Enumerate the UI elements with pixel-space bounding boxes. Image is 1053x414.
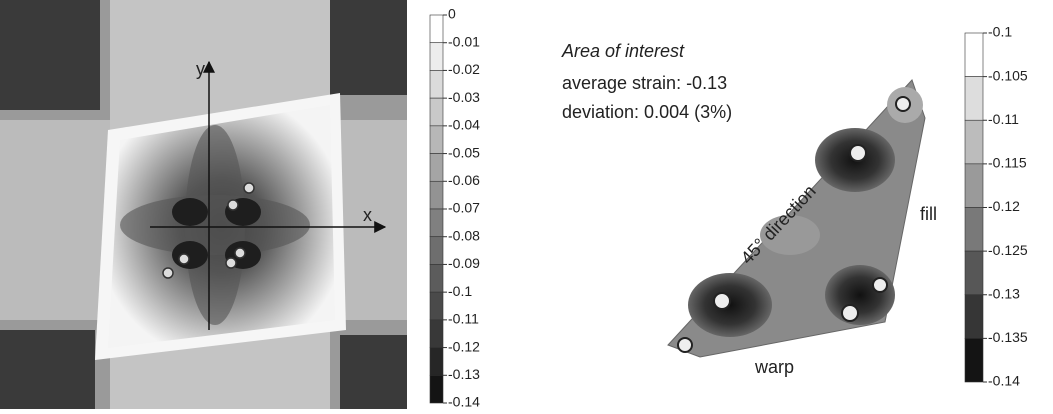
colorbar-label: -0.07	[448, 200, 480, 216]
colorbar-segment	[430, 320, 443, 348]
colorbar-label: -0.1	[448, 283, 472, 299]
deviation: deviation: 0.004 (3%)	[562, 102, 732, 122]
colorbar-segment	[430, 43, 443, 71]
colorbar-segment	[430, 98, 443, 126]
colorbar-label: -0.105	[988, 67, 1028, 83]
colorbar-segment	[430, 375, 443, 403]
colorbar-label: -0.09	[448, 255, 480, 271]
fill-label: fill	[920, 204, 937, 224]
colorbar-segment	[430, 126, 443, 154]
colorbar-segment	[430, 154, 443, 182]
warp-label: warp	[754, 357, 794, 377]
colorbar-label: -0.11	[448, 311, 479, 327]
colorbar-segment	[965, 295, 983, 339]
colorbar-label: -0.08	[448, 227, 480, 243]
colorbar-label: -0.14	[988, 373, 1020, 389]
colorbar-segment	[430, 292, 443, 320]
colorbar-segment	[430, 264, 443, 292]
colorbar-label: -0.12	[988, 198, 1020, 214]
colorbar-segment	[430, 15, 443, 43]
heading: Area of interest	[561, 41, 685, 61]
colorbar-segment	[965, 208, 983, 252]
colorbar: -0.1 -0.105 -0.11 -0.115 -0.12 -0.125 -0.13 -0.…	[965, 24, 1028, 389]
colorbar-label: -0.06	[448, 172, 480, 188]
colorbar-segment	[430, 181, 443, 209]
colorbar-label: -0.02	[448, 61, 480, 77]
right-image: 45° direction fill warp	[668, 80, 937, 377]
average-strain: average strain: -0.13	[562, 73, 727, 93]
colorbar-segment	[965, 251, 983, 295]
colorbar-label: -0.04	[448, 117, 480, 133]
colorbar-label: -0.115	[988, 155, 1027, 171]
colorbar-label: -0.01	[448, 33, 480, 49]
colorbar-label: -0.03	[448, 89, 480, 105]
axis-label: x	[363, 205, 372, 225]
colorbar-label: -0.12	[448, 338, 480, 354]
colorbar-segment	[430, 237, 443, 265]
colorbar-segment	[430, 348, 443, 376]
colorbar-label: -0.125	[988, 242, 1028, 258]
colorbar-label: -0.13	[988, 285, 1020, 301]
colorbar-label: 0	[448, 6, 456, 22]
colorbar-segment	[965, 77, 983, 121]
colorbar-segment	[965, 164, 983, 208]
colorbar: 0 -0.01 -0.02 -0.03 -0.04 -0.05 -0.06 -0.07 -0.0…	[430, 6, 480, 409]
colorbar-segment	[965, 120, 983, 164]
colorbar-label: -0.11	[988, 111, 1019, 127]
figure: y x 0 -0.01 -0.02 -0.03 -0.04 -0.05 -0.06 -0.07…	[0, 0, 1053, 409]
colorbar-segment	[430, 70, 443, 98]
colorbar-label: -0.14	[448, 394, 480, 409]
left-image: y x	[0, 0, 407, 409]
axis-label: y	[196, 59, 205, 79]
colorbar-label: -0.05	[448, 144, 480, 160]
colorbar-segment	[965, 33, 983, 77]
colorbar-label: -0.135	[988, 329, 1028, 345]
colorbar-label: -0.13	[448, 366, 480, 382]
colorbar-segment	[965, 338, 983, 382]
colorbar-segment	[430, 209, 443, 237]
colorbar-label: -0.1	[988, 24, 1012, 40]
